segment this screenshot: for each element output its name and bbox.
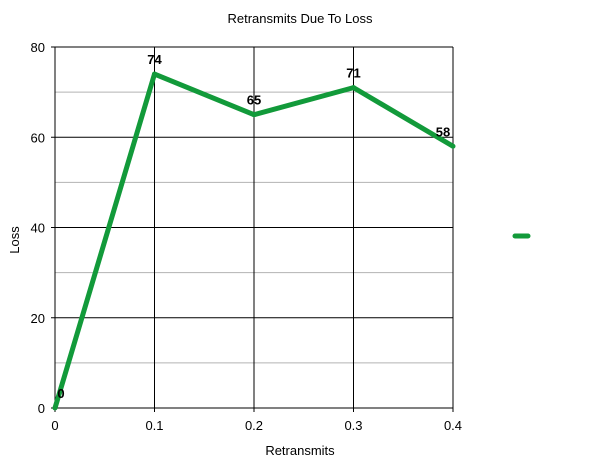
data-point xyxy=(450,143,456,149)
data-point xyxy=(152,71,157,77)
x-tick-label: 0.4 xyxy=(444,418,462,433)
data-label: 71 xyxy=(346,66,360,81)
y-tick-label: 80 xyxy=(31,40,45,55)
data-labels: 0 74 65 71 58 xyxy=(57,52,450,401)
x-tick-label: 0.1 xyxy=(145,418,163,433)
x-tick-label: 0.2 xyxy=(245,418,263,433)
x-axis-label: Retransmits xyxy=(265,443,335,458)
series-layer xyxy=(52,71,456,411)
chart-title: Retransmits Due To Loss xyxy=(228,11,373,26)
data-label: 74 xyxy=(147,52,162,67)
gridlines xyxy=(51,46,454,412)
data-label: 65 xyxy=(247,93,261,108)
y-axis-label: Loss xyxy=(7,226,22,254)
y-tick-labels: 0 20 40 60 80 xyxy=(31,40,45,416)
data-label: 0 xyxy=(57,386,64,401)
x-tick-label: 0 xyxy=(51,418,58,433)
data-label: 58 xyxy=(436,124,450,139)
x-tick-labels: 0 0.1 0.2 0.3 0.4 xyxy=(51,418,462,433)
data-point xyxy=(52,405,58,411)
y-tick-label: 0 xyxy=(38,401,45,416)
y-tick-label: 60 xyxy=(31,130,45,145)
y-tick-label: 40 xyxy=(31,221,45,236)
y-tick-label: 20 xyxy=(31,311,45,326)
data-point xyxy=(251,112,257,118)
data-point xyxy=(351,85,356,91)
x-tick-label: 0.3 xyxy=(344,418,362,433)
